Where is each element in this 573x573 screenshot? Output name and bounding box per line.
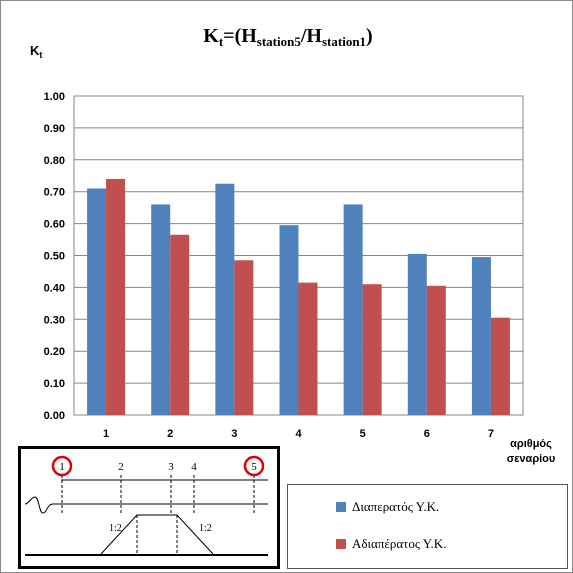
x-tick-label: 5 <box>360 428 366 440</box>
station-label-1: 1 <box>59 461 65 473</box>
slope-label-left: 1:2 <box>109 523 122 534</box>
y-tick-labels: 0.00 0.10 0.20 0.30 0.40 0.50 0.60 0.70 0.80 0.90… <box>44 91 65 422</box>
station-label-3: 3 <box>168 461 174 473</box>
legend-swatch-red <box>336 539 346 549</box>
station-label-2: 2 <box>118 461 124 473</box>
y-tick-label: 0.00 <box>44 410 65 422</box>
x-tick-label: 3 <box>231 428 237 440</box>
bar-series-2-cat-4 <box>298 282 318 415</box>
bar-series-1-cat-5 <box>343 204 363 415</box>
bar-series-2-cat-1 <box>106 178 126 415</box>
breakwater-shape <box>100 514 214 555</box>
y-tick-label: 0.60 <box>44 219 65 231</box>
y-tick-label: 0.70 <box>44 187 65 199</box>
y-tick-label: 0.30 <box>44 314 65 326</box>
x-tick-label: 6 <box>424 428 430 440</box>
y-tick-label: 0.90 <box>44 123 65 135</box>
legend-label-impermeable: Αδιαπέρατος Υ.Κ. <box>352 536 447 551</box>
y-tick-label: 0.40 <box>44 282 65 294</box>
chart-title: Kt=(Hstation5/Hstation1) <box>203 25 372 49</box>
x-tick-label: 4 <box>295 428 302 440</box>
bars <box>87 178 510 415</box>
legend-item-impermeable: Αδιαπέρατος Υ.Κ. <box>336 536 446 552</box>
x-tick-label: 1 <box>103 428 109 440</box>
y-axis-label: Kt <box>30 43 42 60</box>
x-axis-label: αριθμός <box>510 438 552 450</box>
slope-label-right: 1:2 <box>199 523 212 534</box>
bar-series-1-cat-1 <box>87 188 107 415</box>
bar-series-1-cat-4 <box>279 225 299 415</box>
x-axis-label-line2: σεναρίου <box>507 453 556 465</box>
y-tick-label: 1.00 <box>44 91 65 103</box>
y-tick-label: 0.80 <box>44 155 65 167</box>
y-tick-label: 0.50 <box>44 251 65 263</box>
legend-label-permeable: Διαπερατός Υ.Κ. <box>352 499 440 514</box>
breakwater-diagram: 1 2 3 4 5 1:2 1:2 <box>24 455 268 556</box>
station-label-5: 5 <box>251 461 257 473</box>
x-tick-labels: 1 2 3 4 5 6 7 <box>103 428 494 440</box>
y-tick-label: 0.20 <box>44 346 65 358</box>
bar-series-2-cat-6 <box>426 285 446 415</box>
legend-swatch-blue <box>336 502 346 512</box>
inset-schematic: 1 2 3 4 5 1:2 1:2 <box>18 446 280 569</box>
bar-series-2-cat-2 <box>170 234 190 415</box>
bar-series-1-cat-2 <box>151 204 171 415</box>
bar-series-2-cat-5 <box>362 284 382 415</box>
y-tick-label: 0.10 <box>44 378 65 390</box>
station-5-highlight <box>243 455 265 477</box>
gridlines <box>74 95 523 416</box>
x-tick-label: 2 <box>167 428 173 440</box>
wave-icon <box>24 496 54 514</box>
x-tick-label: 7 <box>488 428 494 440</box>
station-1-highlight <box>51 455 73 477</box>
bar-series-1-cat-3 <box>215 183 235 415</box>
legend: Διαπερατός Υ.Κ. Αδιαπέρατος Υ.Κ. <box>287 484 568 569</box>
station-label-4: 4 <box>191 461 197 473</box>
legend-item-permeable: Διαπερατός Υ.Κ. <box>336 499 439 515</box>
bar-series-2-cat-7 <box>490 317 510 415</box>
bar-series-1-cat-7 <box>471 257 491 415</box>
bar-series-2-cat-3 <box>234 260 254 415</box>
bar-series-1-cat-6 <box>407 253 427 415</box>
